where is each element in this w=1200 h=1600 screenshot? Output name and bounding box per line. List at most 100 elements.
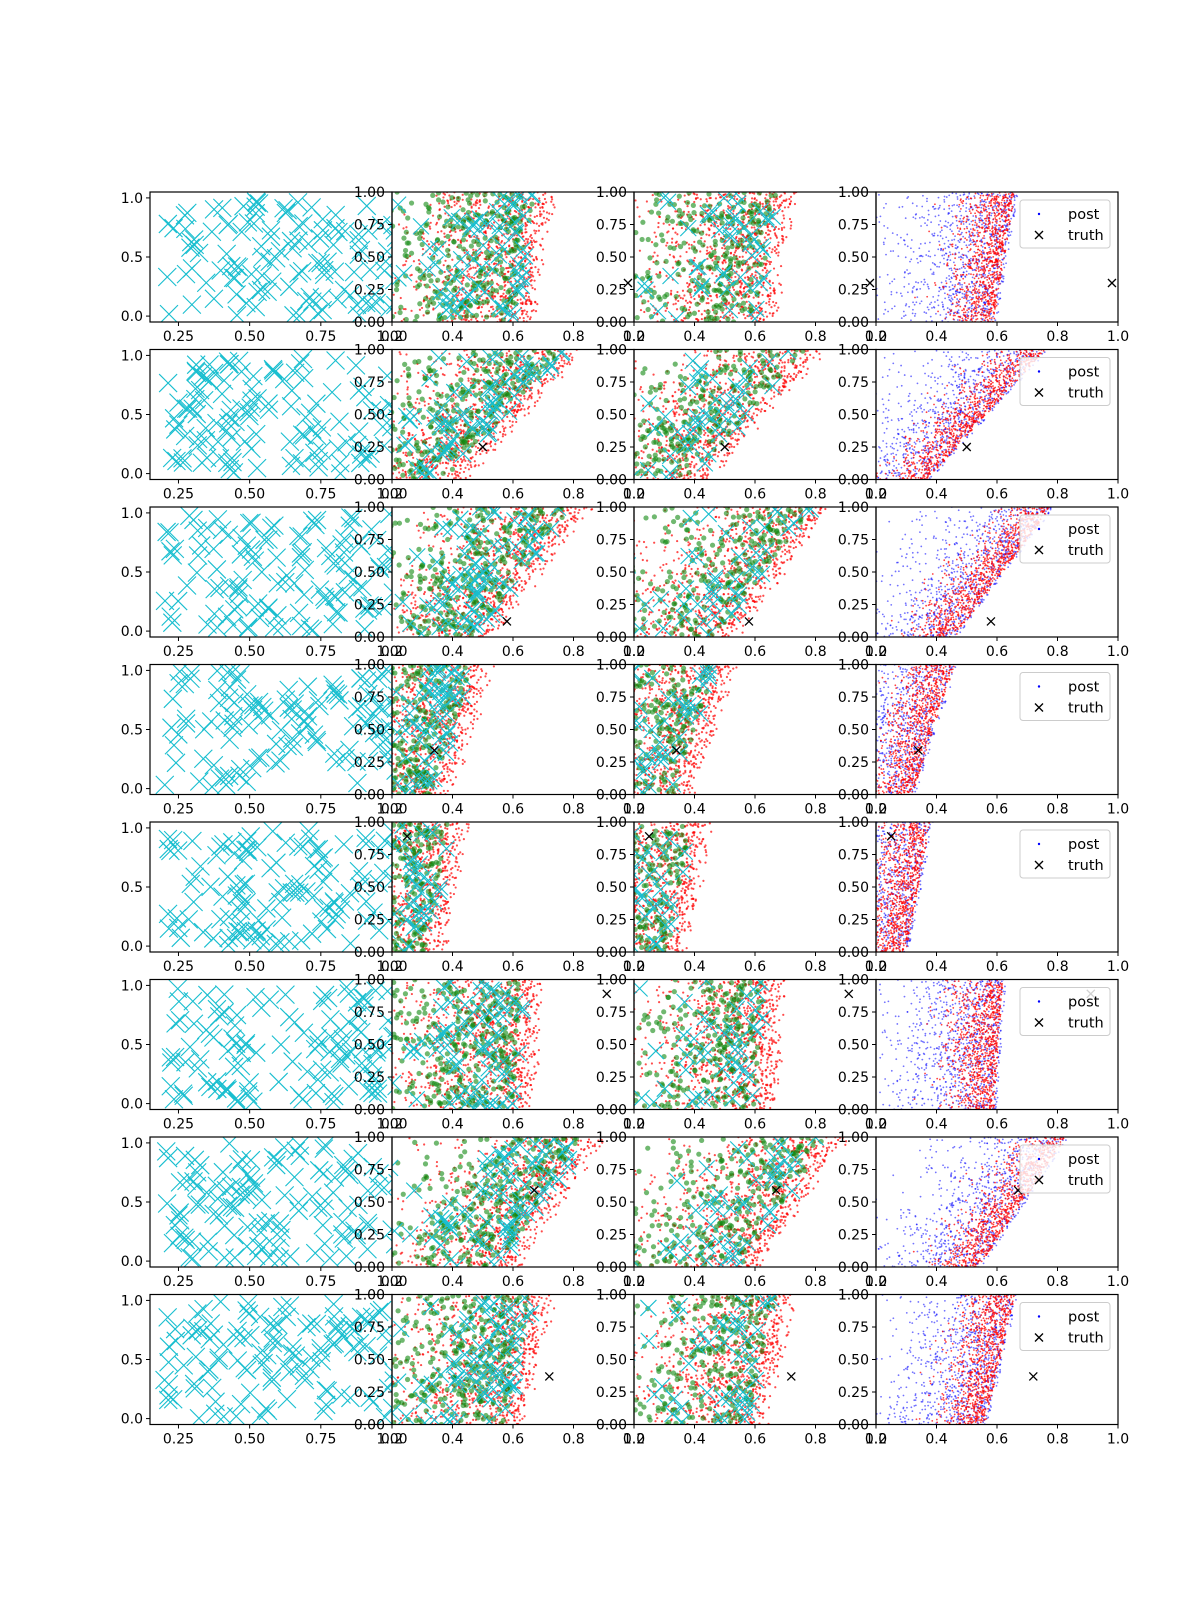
post-point-blue <box>963 271 965 273</box>
post-point-blue <box>996 312 998 314</box>
green-point <box>449 195 454 200</box>
red-point <box>407 438 409 440</box>
post-point-red <box>970 206 972 208</box>
post-point-red <box>992 249 994 251</box>
post-point-red <box>942 286 944 288</box>
red-point <box>461 420 463 422</box>
post-point-red <box>994 274 996 276</box>
red-point <box>735 236 737 238</box>
red-point <box>530 284 532 286</box>
green-point <box>680 211 685 216</box>
post-point-blue <box>948 246 950 248</box>
post-point-red <box>993 272 995 274</box>
post-point-blue <box>905 256 907 258</box>
post-point-red <box>966 287 968 289</box>
post-point-blue <box>906 269 908 271</box>
red-point <box>529 235 531 237</box>
post-point-blue <box>973 251 975 253</box>
post-point-red <box>993 318 995 320</box>
red-point <box>672 267 674 269</box>
red-point <box>527 315 529 317</box>
post-point-blue <box>955 293 957 295</box>
red-point <box>394 312 396 314</box>
red-point <box>769 298 771 300</box>
green-point <box>417 231 422 236</box>
post-point-red <box>953 268 955 270</box>
post-point-red <box>996 302 998 304</box>
post-point-blue <box>930 269 932 271</box>
post-point-blue <box>958 230 960 232</box>
post-point-blue <box>939 220 941 222</box>
post-point-red <box>990 238 992 240</box>
green-point <box>451 288 456 293</box>
red-point <box>751 273 753 275</box>
green-point <box>431 301 436 306</box>
green-point <box>498 285 503 290</box>
post-point-blue <box>959 218 961 220</box>
red-point <box>707 298 709 300</box>
post-point-blue <box>968 219 970 221</box>
post-point-red <box>981 269 983 271</box>
post-point-blue <box>890 294 892 296</box>
green-point <box>663 302 668 307</box>
post-point-blue <box>876 294 878 296</box>
post-point-blue <box>923 217 925 219</box>
post-point-red <box>983 207 985 209</box>
post-point-blue <box>943 208 945 210</box>
red-point <box>524 253 526 255</box>
red-point <box>710 224 712 226</box>
post-point-blue <box>901 317 903 319</box>
y-tick-label: 1.0 <box>121 191 143 207</box>
red-point <box>410 310 412 312</box>
post-point-red <box>999 221 1001 223</box>
post-point-blue <box>933 272 935 274</box>
green-point <box>529 202 534 207</box>
post-point-blue <box>877 318 879 320</box>
post-point-blue <box>937 248 939 250</box>
red-point <box>472 267 474 269</box>
green-point <box>398 305 403 310</box>
post-point-red <box>992 245 994 247</box>
post-point-red <box>977 259 979 261</box>
green-point <box>404 317 409 322</box>
red-point <box>532 275 534 277</box>
green-point <box>725 316 730 321</box>
post-point-red <box>954 311 956 313</box>
red-point <box>418 423 420 425</box>
post-point-red <box>982 282 984 284</box>
post-point-red <box>956 294 958 296</box>
red-point <box>483 379 485 381</box>
green-point <box>697 240 702 245</box>
green-point <box>465 282 470 287</box>
red-point <box>751 226 753 228</box>
post-point-red <box>999 271 1001 273</box>
red-point <box>539 207 541 209</box>
post-point-blue <box>956 220 958 222</box>
green-point <box>675 272 680 277</box>
red-point <box>750 317 752 319</box>
post-point-red <box>980 298 982 300</box>
post-point-red <box>992 251 994 253</box>
red-point <box>423 314 425 316</box>
post-point-blue <box>982 250 984 252</box>
post-point-red <box>981 255 983 257</box>
red-point <box>762 282 764 284</box>
post-point-blue <box>1008 242 1010 244</box>
green-point <box>425 310 430 315</box>
red-point <box>538 197 540 199</box>
post-point-red <box>991 287 993 289</box>
post-point-blue <box>966 257 968 259</box>
red-point <box>690 296 692 298</box>
post-point-red <box>1000 246 1002 248</box>
red-point <box>531 310 533 312</box>
red-point <box>551 196 553 198</box>
red-point <box>755 305 757 307</box>
red-point <box>543 217 545 219</box>
post-point-red <box>974 197 976 199</box>
post-point-red <box>991 282 993 284</box>
post-point-red <box>1000 227 1002 229</box>
post-point-red <box>1000 277 1002 279</box>
red-point <box>432 307 434 309</box>
post-point-blue <box>999 292 1001 294</box>
post-point-red <box>980 200 982 202</box>
